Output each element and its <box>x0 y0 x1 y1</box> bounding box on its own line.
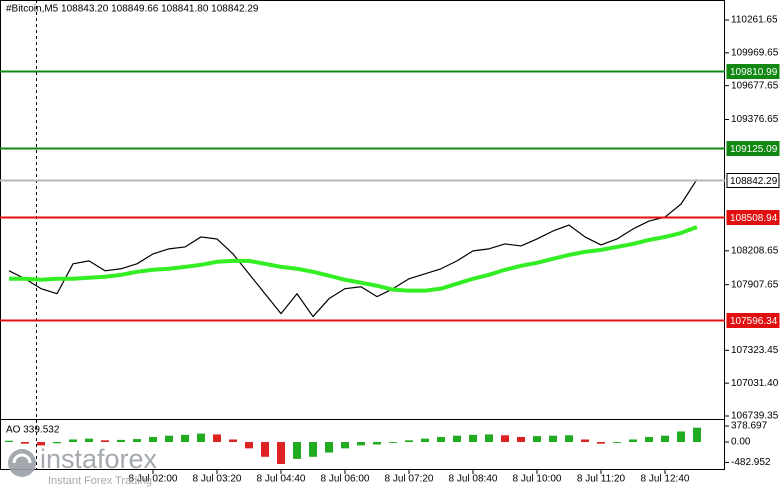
ao-bar <box>597 442 605 444</box>
y-tick-label: 109969.65 <box>731 47 779 58</box>
tagline: Instant Forex Trading <box>48 475 152 487</box>
y-tick-label: -482.952 <box>731 457 771 468</box>
ao-bar <box>373 442 381 445</box>
ao-bar <box>197 433 205 443</box>
ao-title: AO 339.532 <box>6 425 60 436</box>
ao-bar <box>149 436 157 443</box>
level-label: 108842.29 <box>730 176 778 187</box>
price-line <box>8 178 698 318</box>
ao-bar <box>501 435 509 443</box>
ao-bar <box>549 435 557 443</box>
ao-bar <box>101 440 109 443</box>
ao-bar <box>37 442 45 446</box>
ao-bar <box>565 435 573 443</box>
ao-bar <box>357 442 365 446</box>
ao-bar <box>21 442 29 444</box>
y-tick-label: 106739.35 <box>731 411 779 422</box>
ao-bar <box>645 436 653 443</box>
ao-bar <box>5 440 13 443</box>
watermark: instaforex Instant Forex Trading <box>8 444 158 487</box>
ao-bar <box>277 442 285 464</box>
y-tick-label: 107323.45 <box>731 345 779 356</box>
ao-bar <box>677 431 685 443</box>
level-label: 108508.94 <box>730 213 778 224</box>
chart-title: #Bitcoin,M5 108843.20 108849.66 108841.8… <box>6 4 259 15</box>
x-tick-label: 8 Jul 06:00 <box>321 474 370 485</box>
level-box <box>726 313 780 328</box>
y-tick-label: 378.697 <box>731 421 768 432</box>
level-box <box>726 64 780 79</box>
y-tick-label: 108208.65 <box>731 245 779 256</box>
level-box <box>726 141 780 156</box>
level-box <box>726 173 780 188</box>
level-label: 107596.34 <box>730 316 778 327</box>
ao-bar <box>453 435 461 443</box>
ao-bar <box>181 434 189 443</box>
ao-bar <box>629 439 637 443</box>
x-tick-label: 8 Jul 03:20 <box>193 474 242 485</box>
ao-bar <box>69 439 77 443</box>
level-label: 109125.09 <box>730 144 778 155</box>
x-tick-label: 8 Jul 08:40 <box>449 474 498 485</box>
frame <box>0 0 725 470</box>
logo-mark <box>12 453 32 464</box>
x-tick-label: 8 Jul 02:00 <box>129 474 178 485</box>
y-tick-label: 109677.65 <box>731 80 779 91</box>
logo-icon <box>8 449 36 477</box>
ao-bar <box>405 440 413 443</box>
ao-bar <box>389 442 397 443</box>
x-tick-label: 8 Jul 12:40 <box>641 474 690 485</box>
ao-bar <box>581 439 589 443</box>
ao-bar <box>85 438 93 443</box>
ao-bar <box>421 438 429 443</box>
y-tick-label: 107031.40 <box>731 378 779 389</box>
y-tick-label: 109376.65 <box>731 114 779 125</box>
ao-bar <box>437 436 445 443</box>
x-tick-label: 8 Jul 11:20 <box>577 474 626 485</box>
level-label: 109810.99 <box>730 67 778 78</box>
level-box <box>726 210 780 225</box>
ao-bar <box>229 439 237 443</box>
ao-bar <box>213 434 221 443</box>
y-tick-label: 0.00 <box>731 437 751 448</box>
ao-bar <box>613 442 621 443</box>
brand: instaforex <box>40 444 158 474</box>
x-tick-label: 8 Jul 07:20 <box>385 474 434 485</box>
ao-bar <box>117 439 125 443</box>
ao-bar <box>293 442 301 459</box>
ao-bar <box>165 435 173 443</box>
ao-bar <box>517 436 525 443</box>
ao-bar <box>261 442 269 457</box>
x-tick-label: 8 Jul 10:00 <box>513 474 562 485</box>
x-tick-label: 8 Jul 04:40 <box>257 474 306 485</box>
ao-bar <box>245 442 253 449</box>
ao-bar <box>133 439 141 443</box>
ao-bar <box>661 435 669 443</box>
y-tick-label: 110261.65 <box>731 15 778 26</box>
ao-bar <box>341 442 349 449</box>
ao-bar <box>53 442 61 444</box>
ao-bar <box>693 427 701 443</box>
y-tick-label: 107907.65 <box>731 279 779 290</box>
ao-bar <box>309 442 317 457</box>
moving-average <box>9 225 698 293</box>
ao-bar <box>485 434 493 443</box>
ao-bar <box>325 442 333 453</box>
ao-bar <box>469 434 477 443</box>
ao-bar <box>533 436 541 443</box>
